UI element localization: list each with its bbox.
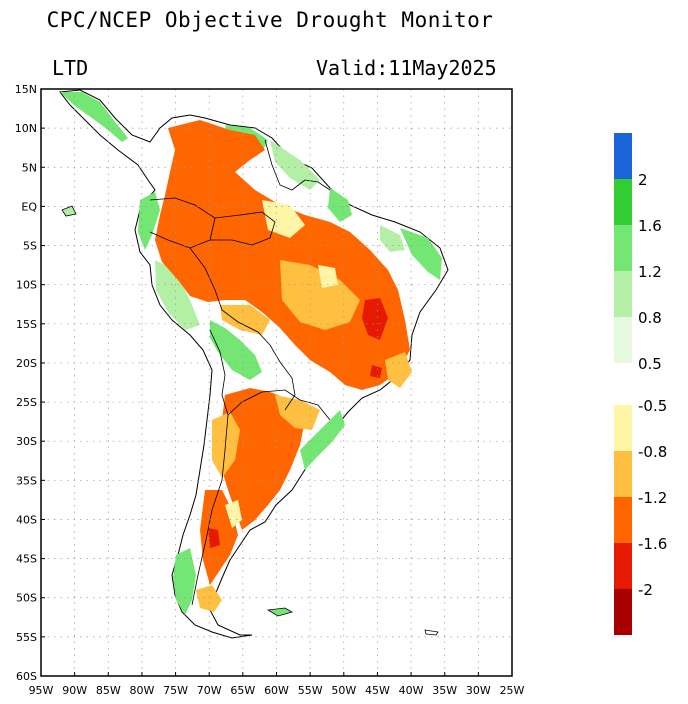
lat-tick-label: 50S xyxy=(16,592,37,605)
legend-color-swatch xyxy=(614,133,632,179)
lat-tick-label: 10S xyxy=(16,279,37,292)
lat-tick-label: 35S xyxy=(16,474,37,487)
color-legend: 2 1.6 1.2 0.8 0.5 -0.5 -0.8 -1.2 -1.6 -2 xyxy=(614,133,667,635)
legend-value-label: 1.2 xyxy=(638,263,662,281)
legend-value-label: 2 xyxy=(638,171,648,189)
falkland-islands xyxy=(266,607,294,617)
lat-tick-label: 30S xyxy=(16,435,37,448)
lon-tick-label: 65W xyxy=(230,684,255,697)
legend-value-label: -1.2 xyxy=(638,489,667,507)
lat-tick-label: 10N xyxy=(15,122,37,135)
map-title: CPC/NCEP Objective Drought Monitor xyxy=(46,8,494,32)
lat-tick-label: 60S xyxy=(16,670,37,683)
legend-color-swatch xyxy=(614,589,632,635)
valid-date-label: Valid:11May2025 xyxy=(316,56,497,80)
galapagos-islands xyxy=(61,205,77,217)
latitude-labels: 15N 10N 5N EQ 5S 10S 15S 20S 25S 30S 35S 40S 45S 50S 5… xyxy=(15,83,45,683)
lat-tick-label: 25S xyxy=(16,396,37,409)
index-label: LTD xyxy=(52,56,89,80)
lon-tick-label: 60W xyxy=(264,684,289,697)
south-georgia-island xyxy=(424,629,439,636)
lat-tick-label: 15S xyxy=(16,318,37,331)
lat-tick-label: 55S xyxy=(16,631,37,644)
lon-tick-label: 30W xyxy=(466,684,491,697)
legend-value-label: 0.8 xyxy=(638,309,662,327)
lat-tick-label: 20S xyxy=(16,357,37,370)
drought-map: 95W 90W 85W 80W 75W 70W 65W 60W 55W 50W 45W 40W 35W 3… xyxy=(15,83,525,697)
severe-drought-layer xyxy=(208,298,388,548)
legend-color-swatch xyxy=(614,225,632,271)
legend-value-label: -1.6 xyxy=(638,535,667,553)
lat-tick-label: EQ xyxy=(21,200,37,213)
lat-tick-label: 15N xyxy=(15,83,37,96)
lon-tick-label: 75W xyxy=(163,684,188,697)
legend-dry-section: -0.5 -0.8 -1.2 -1.6 -2 xyxy=(614,397,667,635)
legend-color-swatch xyxy=(614,317,632,363)
legend-color-swatch xyxy=(614,451,632,497)
legend-color-swatch xyxy=(614,497,632,543)
lon-tick-label: 85W xyxy=(96,684,121,697)
grid-lines xyxy=(41,89,512,676)
legend-value-label: -0.8 xyxy=(638,443,667,461)
lon-tick-label: 80W xyxy=(129,684,154,697)
lon-tick-label: 40W xyxy=(399,684,424,697)
lat-tick-label: 40S xyxy=(16,513,37,526)
legend-value-label: 1.6 xyxy=(638,217,662,235)
legend-color-swatch xyxy=(614,271,632,317)
legend-color-swatch xyxy=(614,405,632,451)
lon-tick-label: 70W xyxy=(197,684,222,697)
lon-tick-label: 50W xyxy=(331,684,356,697)
lon-tick-label: 35W xyxy=(432,684,457,697)
longitude-labels: 95W 90W 85W 80W 75W 70W 65W 60W 55W 50W 45W 40W 35W 3… xyxy=(29,672,525,697)
lon-tick-label: 45W xyxy=(365,684,390,697)
mild-drought-layer xyxy=(196,260,412,612)
lon-tick-label: 90W xyxy=(62,684,87,697)
legend-color-swatch xyxy=(614,543,632,589)
lon-tick-label: 55W xyxy=(298,684,323,697)
lon-tick-label: 95W xyxy=(29,684,54,697)
legend-wet-section: 2 1.6 1.2 0.8 0.5 xyxy=(614,133,662,373)
country-borders xyxy=(149,139,331,606)
legend-value-label: 0.5 xyxy=(638,355,662,373)
lat-tick-label: 45S xyxy=(16,553,37,566)
lat-tick-label: 5S xyxy=(23,240,37,253)
lon-tick-label: 25W xyxy=(500,684,525,697)
legend-color-swatch xyxy=(614,179,632,225)
legend-value-label: -2 xyxy=(638,581,653,599)
legend-value-label: -0.5 xyxy=(638,397,667,415)
lat-tick-label: 5N xyxy=(22,161,37,174)
